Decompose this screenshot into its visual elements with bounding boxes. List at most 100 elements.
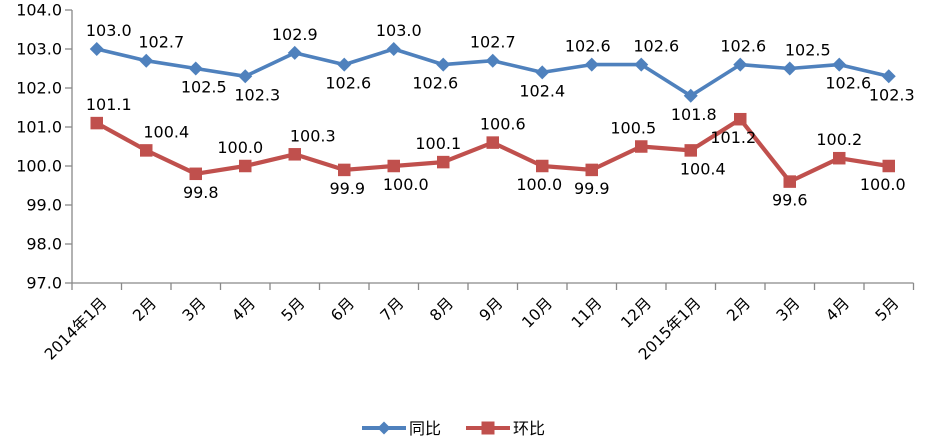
data-point-diamond-icon xyxy=(436,57,451,72)
data-label: 101.2 xyxy=(710,128,756,147)
x-axis-label: 5月 xyxy=(278,294,309,325)
data-point-square-icon xyxy=(635,140,648,153)
x-axis-label: 10月 xyxy=(518,294,556,332)
data-label: 100.0 xyxy=(516,175,562,194)
legend-label-huanbi: 环比 xyxy=(513,419,545,437)
legend: 同比 环比 xyxy=(362,419,545,438)
y-axis-tick-label: 97.0 xyxy=(26,274,62,293)
data-point-square-icon xyxy=(783,175,796,188)
data-label: 100.0 xyxy=(217,138,263,157)
x-axis-label: 4月 xyxy=(228,294,259,325)
data-point-square-icon xyxy=(387,159,400,173)
data-point-diamond-icon xyxy=(89,42,104,56)
data-point-diamond-icon xyxy=(386,42,401,56)
x-axis-label: 2014年1月 xyxy=(41,294,111,364)
y-axis-tick-label: 100.0 xyxy=(16,157,62,176)
data-point-square-icon xyxy=(536,159,549,173)
data-point-diamond-icon xyxy=(733,57,748,72)
data-label: 102.6 xyxy=(720,37,766,56)
y-axis-tick-label: 101.0 xyxy=(16,118,62,137)
data-point-diamond-icon xyxy=(485,53,500,68)
data-point-diamond-icon xyxy=(337,57,352,72)
x-axis-label: 6月 xyxy=(327,294,358,325)
data-point-diamond-icon xyxy=(188,61,203,76)
data-point-square-icon xyxy=(90,116,103,130)
x-axis-label: 7月 xyxy=(377,294,408,325)
data-point-square-icon xyxy=(288,148,301,161)
x-axis-label: 4月 xyxy=(822,294,853,325)
data-label: 102.6 xyxy=(325,74,371,93)
data-point-diamond-icon xyxy=(238,69,253,84)
y-axis-tick-label: 103.0 xyxy=(16,40,62,59)
data-label: 100.4 xyxy=(680,159,726,178)
x-axis-label: 2月 xyxy=(723,294,754,325)
data-point-square-icon xyxy=(585,163,598,177)
data-label: 102.7 xyxy=(470,33,516,52)
data-point-diamond-icon xyxy=(683,88,698,103)
data-point-diamond-icon xyxy=(584,57,599,72)
plot-area: 104.0 103.0 102.0 101.0 100.0 99.0 98.0 97.0201… xyxy=(16,1,914,364)
data-label: 102.5 xyxy=(181,78,227,97)
x-axis-label: 2月 xyxy=(129,294,160,325)
data-point-square-icon xyxy=(684,144,697,157)
data-point-square-icon xyxy=(140,144,153,157)
data-label: 103.0 xyxy=(376,21,422,40)
data-label: 100.0 xyxy=(860,175,906,194)
data-label: 99.9 xyxy=(574,179,610,198)
data-point-square-icon xyxy=(338,163,351,177)
data-point-square-icon xyxy=(239,159,252,173)
data-point-diamond-icon xyxy=(287,45,302,60)
data-label: 102.6 xyxy=(565,37,611,56)
data-label: 101.1 xyxy=(86,95,132,114)
data-label: 99.6 xyxy=(772,191,808,210)
y-axis-tick-label: 99.0 xyxy=(26,196,62,215)
x-axis-label: 11月 xyxy=(568,294,606,332)
data-label: 100.1 xyxy=(415,134,461,153)
data-point-square-icon xyxy=(189,167,202,181)
data-label: 100.0 xyxy=(383,175,429,194)
x-axis-label: 8月 xyxy=(426,294,457,325)
data-point-square-icon xyxy=(734,112,747,126)
data-label: 102.6 xyxy=(633,37,679,56)
data-label: 100.5 xyxy=(610,119,656,138)
x-axis-label: 3月 xyxy=(179,294,210,325)
data-label: 100.4 xyxy=(143,122,189,141)
data-label: 101.8 xyxy=(671,105,717,124)
data-label: 102.6 xyxy=(825,74,871,93)
x-axis-label: 5月 xyxy=(872,294,903,325)
y-axis-tick-label: 98.0 xyxy=(26,235,62,254)
data-point-diamond-icon xyxy=(634,57,649,72)
data-label: 99.9 xyxy=(329,179,365,198)
data-label: 100.3 xyxy=(290,126,336,145)
y-axis-tick-label: 104.0 xyxy=(16,1,62,20)
data-label: 102.7 xyxy=(138,33,184,52)
data-point-diamond-icon xyxy=(535,65,550,80)
data-label: 102.9 xyxy=(272,25,318,44)
data-label: 102.6 xyxy=(412,74,458,93)
data-label: 102.3 xyxy=(869,85,915,104)
data-point-diamond-icon xyxy=(881,69,896,84)
x-axis-label: 3月 xyxy=(773,294,804,325)
data-point-diamond-icon xyxy=(832,57,847,72)
data-point-diamond-icon xyxy=(782,61,797,76)
data-point-square-icon xyxy=(882,159,895,173)
x-axis-label: 12月 xyxy=(617,294,655,332)
data-label: 99.8 xyxy=(183,183,219,202)
data-label: 100.6 xyxy=(480,115,526,134)
data-label: 103.0 xyxy=(86,21,132,40)
y-axis-tick-label: 102.0 xyxy=(16,79,62,98)
data-label: 102.4 xyxy=(519,81,565,100)
data-point-diamond-icon xyxy=(139,53,154,68)
legend-label-tongbi: 同比 xyxy=(409,419,441,437)
data-label: 102.3 xyxy=(234,85,280,104)
legend-square-icon xyxy=(481,421,495,435)
data-label: 100.2 xyxy=(816,130,862,149)
data-point-square-icon xyxy=(486,136,499,149)
x-axis-label: 9月 xyxy=(476,294,507,325)
data-label: 102.5 xyxy=(785,41,831,60)
data-point-square-icon xyxy=(437,155,450,169)
legend-diamond-icon xyxy=(377,421,391,435)
data-point-square-icon xyxy=(833,151,846,165)
